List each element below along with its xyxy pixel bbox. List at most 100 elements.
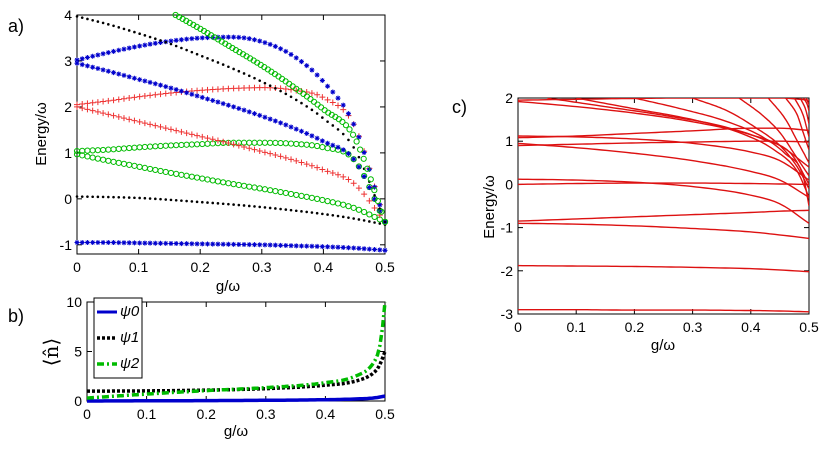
data-point bbox=[141, 120, 148, 127]
data-point bbox=[184, 36, 190, 42]
data-point bbox=[154, 37, 157, 40]
data-point bbox=[169, 42, 173, 46]
data-point bbox=[335, 102, 342, 109]
data-point bbox=[190, 200, 194, 203]
data-point bbox=[274, 207, 277, 210]
panel-b-legend: ψ0 ψ1 ψ2 bbox=[93, 297, 143, 379]
data-point bbox=[371, 213, 378, 221]
data-point bbox=[105, 240, 111, 246]
data-point bbox=[110, 146, 117, 153]
data-point bbox=[190, 50, 194, 54]
data-point bbox=[262, 40, 268, 46]
data-point bbox=[146, 165, 154, 173]
data-point bbox=[205, 96, 211, 102]
data-point bbox=[235, 181, 242, 189]
data-point bbox=[79, 56, 85, 62]
data-point bbox=[178, 128, 185, 135]
data-point bbox=[178, 88, 184, 94]
panel-c-xtick-label: 0 bbox=[514, 319, 522, 335]
data-point bbox=[268, 206, 272, 210]
data-point bbox=[194, 35, 200, 41]
data-point bbox=[110, 97, 117, 104]
data-point bbox=[326, 120, 329, 123]
data-point bbox=[340, 201, 347, 208]
data-point bbox=[95, 52, 101, 58]
data-point bbox=[349, 131, 357, 138]
panel-c-series-line-14 bbox=[634, 98, 809, 207]
data-point bbox=[89, 99, 96, 106]
data-point bbox=[304, 243, 310, 249]
data-point bbox=[200, 200, 204, 204]
panel-c-series-line-4 bbox=[518, 178, 809, 224]
data-point bbox=[314, 135, 320, 141]
data-point bbox=[100, 240, 106, 246]
data-point bbox=[100, 67, 106, 73]
data-point bbox=[237, 203, 241, 207]
data-point bbox=[257, 38, 263, 44]
data-point bbox=[164, 198, 168, 201]
data-point bbox=[351, 156, 357, 162]
data-point bbox=[168, 85, 174, 91]
panel-c-series-line-22 bbox=[805, 98, 809, 105]
data-point bbox=[84, 106, 91, 113]
data-point bbox=[100, 98, 107, 105]
data-point bbox=[300, 210, 303, 213]
data-point bbox=[225, 102, 231, 108]
data-point bbox=[321, 212, 324, 216]
data-point bbox=[366, 246, 372, 252]
panel-b-xtick-label: 0.4 bbox=[316, 406, 336, 422]
data-point bbox=[122, 27, 126, 31]
data-point bbox=[199, 87, 206, 94]
data-point bbox=[195, 200, 199, 204]
data-point bbox=[350, 156, 357, 163]
data-point bbox=[204, 176, 211, 183]
data-point bbox=[89, 154, 96, 161]
data-point bbox=[220, 179, 227, 186]
data-point bbox=[367, 176, 374, 183]
data-point bbox=[79, 240, 85, 246]
data-point bbox=[282, 189, 289, 197]
data-point bbox=[298, 243, 304, 249]
data-point bbox=[230, 141, 237, 148]
data-point bbox=[251, 242, 257, 248]
data-point bbox=[110, 158, 117, 165]
data-point bbox=[136, 118, 143, 125]
data-point bbox=[127, 196, 131, 199]
data-point bbox=[357, 146, 364, 153]
data-point bbox=[361, 174, 367, 180]
data-point bbox=[257, 112, 263, 118]
data-point bbox=[86, 17, 89, 21]
data-point bbox=[272, 118, 278, 124]
data-point bbox=[324, 96, 331, 103]
data-point bbox=[361, 246, 367, 252]
data-point bbox=[115, 145, 122, 152]
data-point bbox=[95, 66, 101, 72]
data-point bbox=[331, 214, 335, 217]
data-point bbox=[309, 67, 315, 73]
panel-a-xtick-label: 0.5 bbox=[375, 259, 395, 275]
data-point bbox=[314, 91, 321, 98]
data-point bbox=[288, 51, 294, 57]
data-point bbox=[225, 180, 232, 187]
panel-c-xtick-label: 0.4 bbox=[741, 319, 761, 335]
data-point bbox=[220, 138, 227, 145]
data-point bbox=[377, 208, 383, 214]
data-point bbox=[261, 186, 269, 193]
data-point bbox=[111, 48, 117, 54]
data-point bbox=[331, 124, 335, 127]
data-point bbox=[168, 38, 174, 44]
data-point bbox=[131, 75, 137, 81]
data-point bbox=[142, 78, 148, 84]
data-point bbox=[100, 156, 107, 163]
data-point bbox=[117, 26, 121, 29]
data-point bbox=[356, 134, 362, 140]
panel-c-series-line-6 bbox=[518, 142, 809, 198]
data-point bbox=[324, 168, 331, 175]
data-point bbox=[164, 40, 168, 44]
data-point bbox=[112, 195, 115, 199]
data-point bbox=[174, 44, 178, 48]
panel-a-ytick-label: 3 bbox=[64, 53, 72, 69]
data-point bbox=[121, 72, 127, 78]
data-point bbox=[141, 164, 148, 171]
data-point bbox=[158, 39, 164, 45]
